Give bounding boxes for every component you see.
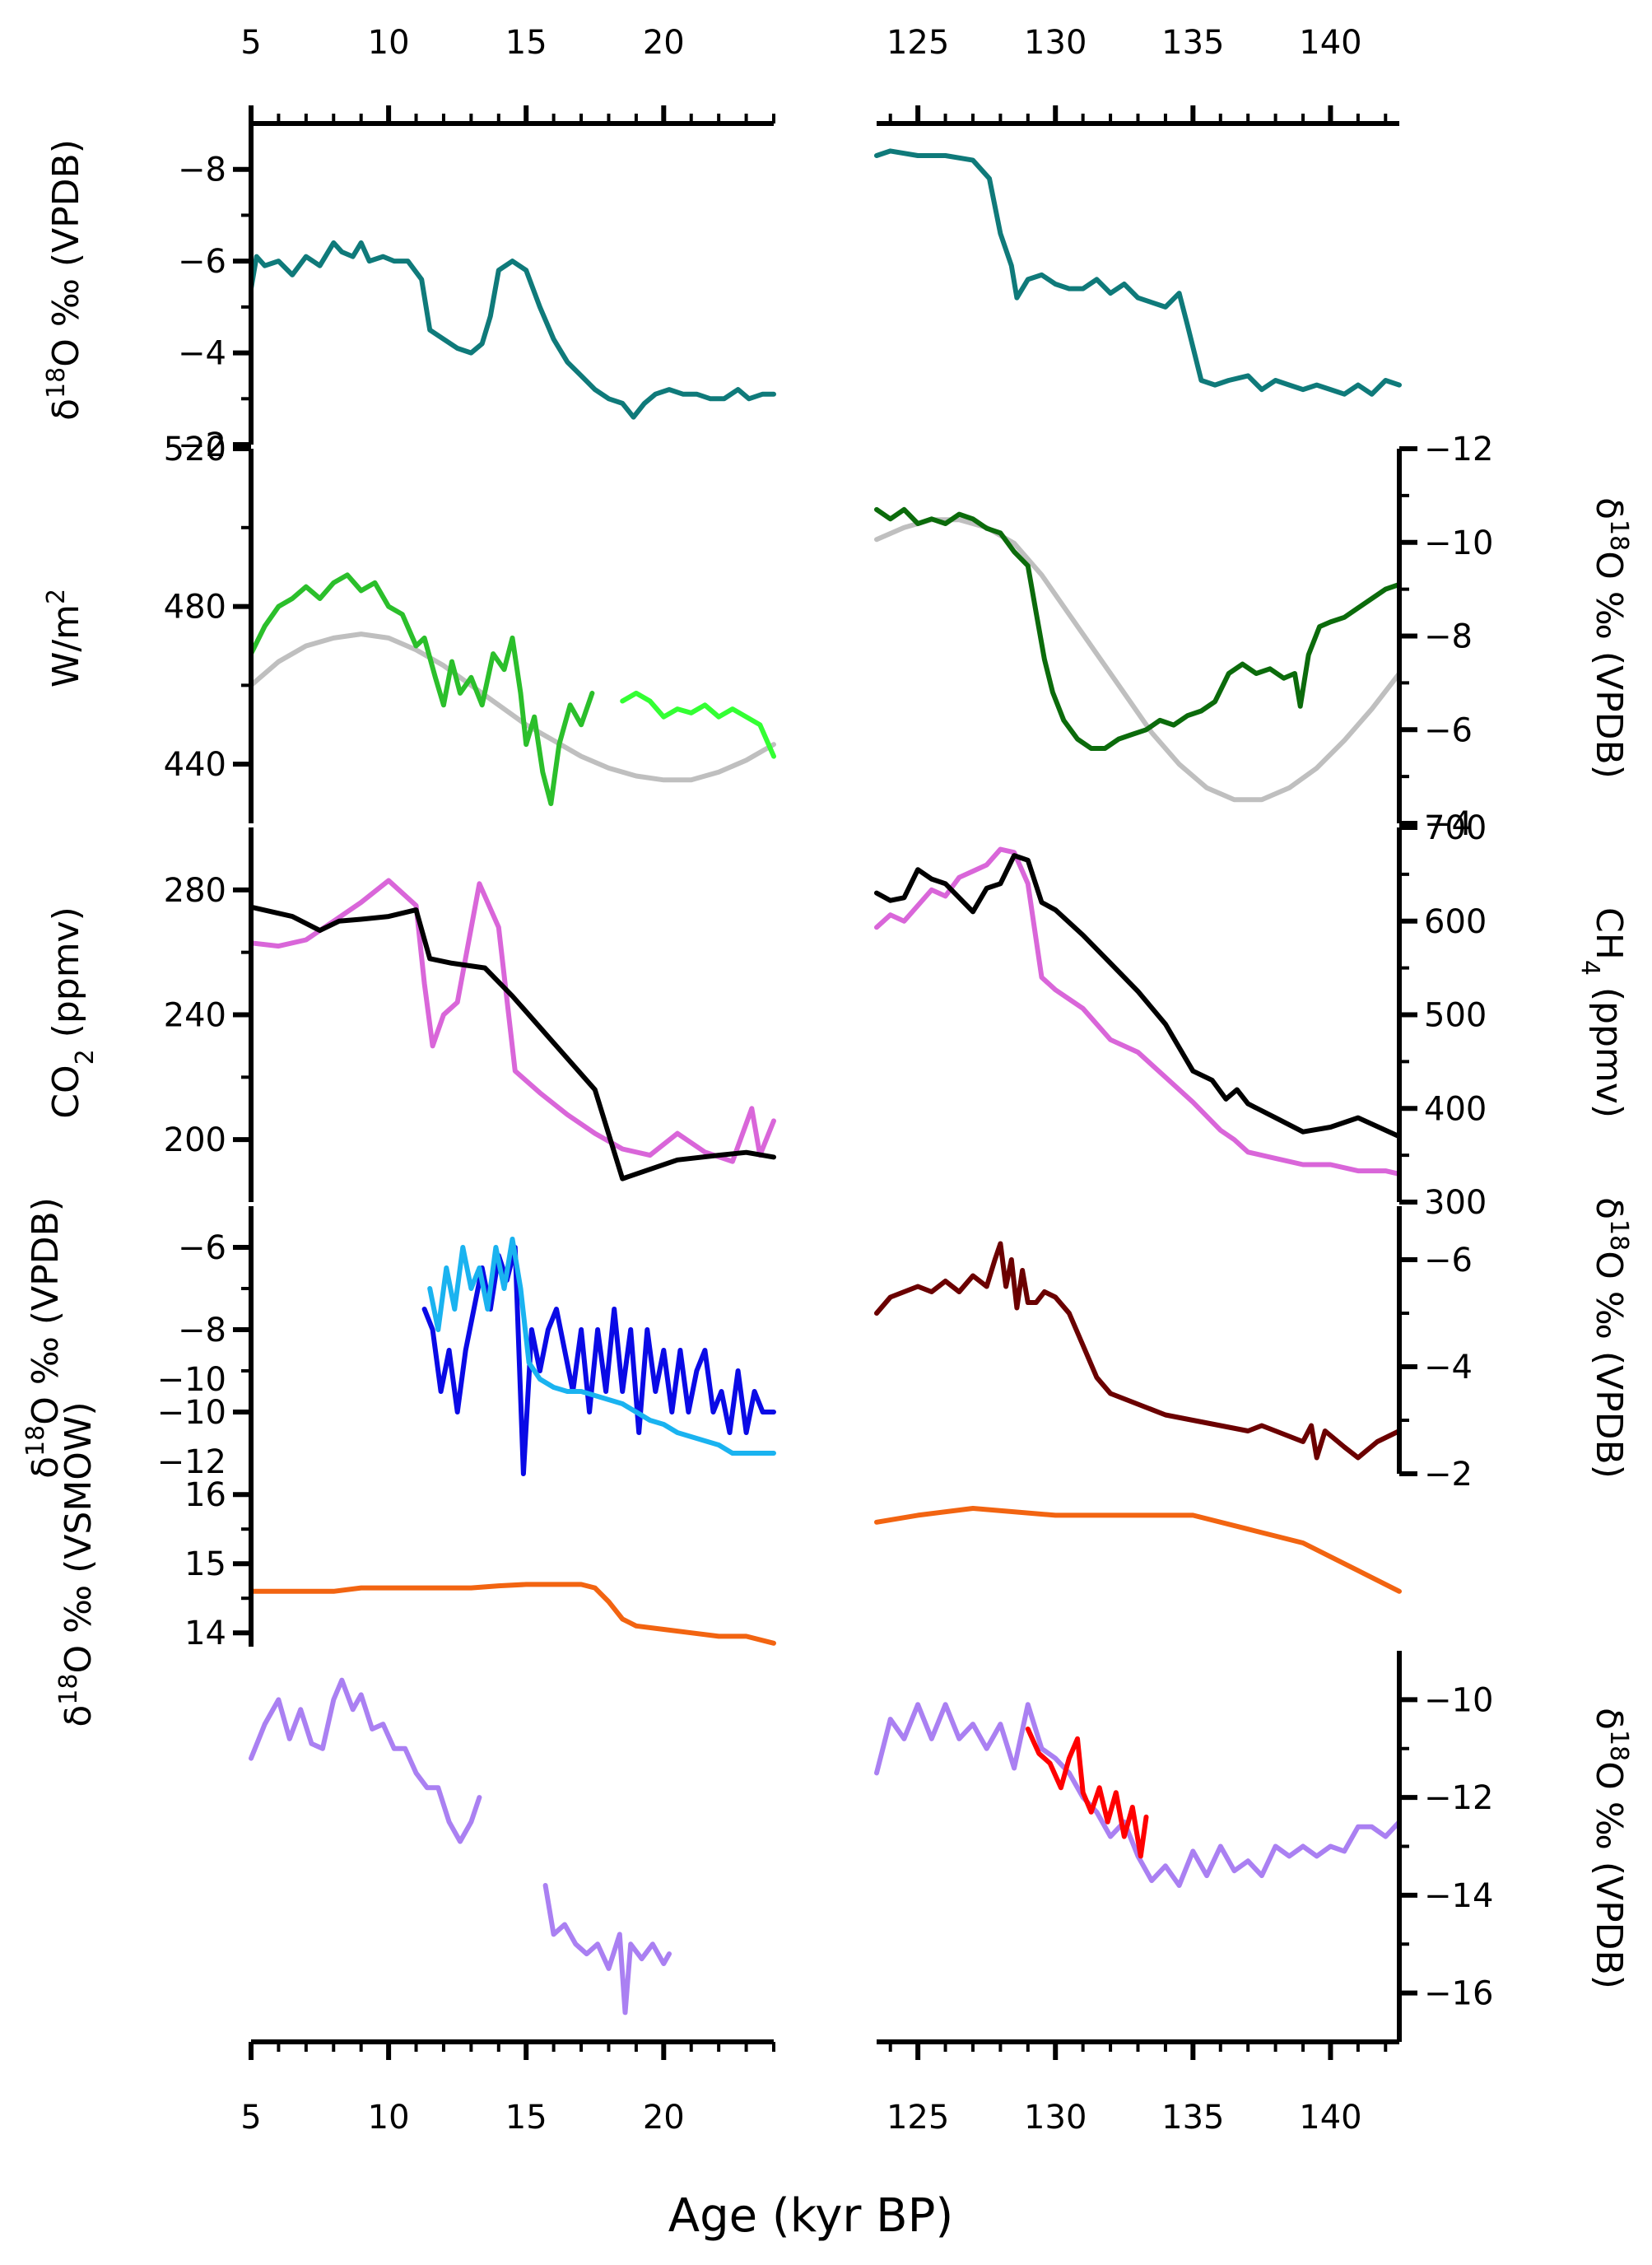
- y-tick-label-p2-right: −6: [1424, 711, 1473, 749]
- x-tick-label-left: 20: [643, 2099, 685, 2137]
- y-tick-label-p6-right: −12: [1424, 1779, 1493, 1817]
- x-tick-label-left: 20: [643, 24, 685, 62]
- y-tick-label-p4-right: −6: [1424, 1242, 1473, 1279]
- series-line-p5-0: [249, 1582, 776, 1646]
- y-tick-label-p1-left: −4: [178, 335, 226, 373]
- series-line-p5-1: [874, 1506, 1402, 1594]
- x-tick-label-left: 15: [505, 2099, 547, 2137]
- y-tick-label-p6-right: −14: [1424, 1877, 1493, 1915]
- y-tick-label-p6-right: −16: [1424, 1975, 1493, 2013]
- y-tick-label-p3-right: 300: [1424, 1184, 1487, 1222]
- y-axis-title-p1-left: δ18O ‰ (VPDB): [42, 139, 88, 421]
- series-line-p6-0: [249, 1677, 482, 1844]
- x-tick-label-right: 135: [1161, 24, 1224, 62]
- y-tick-label-p5-left: 16: [184, 1476, 226, 1514]
- x-axis-title: Age (kyr BP): [668, 2189, 953, 2243]
- plot-layer: [249, 148, 1402, 2016]
- y-tick-label-p2-left: 480: [164, 589, 226, 627]
- y-tick-label-p1-left: −8: [178, 151, 226, 189]
- axes-layer: 5 10 15 20 125 130 135 140 5 10 15 20 125 130 135 140 −8…: [21, 24, 1634, 2137]
- y-tick-label-p3-right: 400: [1424, 1090, 1487, 1128]
- series-line-p2-4: [874, 506, 1402, 751]
- y-tick-label-p4-right: −4: [1424, 1349, 1473, 1386]
- series-line-p6-3: [1025, 1727, 1149, 1859]
- y-tick-label-p3-left: 200: [164, 1121, 226, 1159]
- series-line-p2-0: [249, 631, 776, 783]
- y-tick-label-extra-p4: −10: [157, 1361, 226, 1399]
- y-tick-label-p5-left: 14: [184, 1615, 226, 1652]
- x-tick-label-left: 5: [240, 2099, 261, 2137]
- y-axis-title-p2-left: W/m2: [42, 589, 88, 687]
- y-tick-label-p4-left: −6: [178, 1229, 226, 1267]
- x-tick-label-left: 10: [368, 2099, 410, 2137]
- series-line-p3-0: [249, 878, 776, 1164]
- series-line-p1-1: [874, 148, 1402, 397]
- y-tick-label-p3-right: 600: [1424, 903, 1487, 941]
- series-line-p2-3: [874, 517, 1402, 803]
- y-tick-label-p2-left: 520: [164, 431, 226, 468]
- y-tick-label-p6-right: −10: [1424, 1681, 1493, 1719]
- y-tick-label-p1-left: −2: [178, 426, 226, 464]
- y-axis-title-p5-left: δ18O ‰ (VSMOW): [54, 1401, 100, 1727]
- y-axis-title-p3-left: CO2 (ppmv): [45, 906, 100, 1119]
- y-tick-label-p5-left: 15: [184, 1545, 226, 1583]
- x-tick-label-right: 140: [1299, 24, 1361, 62]
- y-tick-label-p4-left: −8: [178, 1312, 226, 1349]
- y-axis-title-p6-right: δ18O ‰ (VPDB): [1588, 1708, 1634, 1989]
- series-line-p6-2: [874, 1702, 1402, 1888]
- y-tick-label-p2-right: −4: [1424, 805, 1473, 843]
- series-line-p3-1: [874, 846, 1402, 1177]
- series-line-p4-1: [427, 1237, 776, 1456]
- y-axis-title-p4-right: δ18O ‰ (VPDB): [1588, 1197, 1634, 1479]
- y-tick-label-p1-left: −6: [178, 243, 226, 281]
- x-tick-label-right: 135: [1161, 2099, 1224, 2137]
- y-tick-label-p3-left: 280: [164, 872, 226, 910]
- y-tick-label-p3-left: 240: [164, 997, 226, 1035]
- series-line-p6-1: [542, 1883, 672, 2016]
- series-line-p3-3: [874, 853, 1402, 1139]
- x-tick-label-left: 15: [505, 24, 547, 62]
- y-tick-label-p2-left: 440: [164, 746, 226, 784]
- series-line-p3-2: [249, 904, 776, 1181]
- x-tick-label-right: 140: [1299, 2099, 1361, 2137]
- y-axis-title-p2-right: δ18O ‰ (VPDB): [1588, 497, 1634, 779]
- series-line-p2-1: [249, 572, 595, 807]
- y-tick-label-p3-right: 500: [1424, 997, 1487, 1035]
- y-tick-label-p2-right: −12: [1424, 431, 1493, 468]
- y-tick-label-p2-right: −10: [1424, 524, 1493, 562]
- y-tick-label-p4-right: −2: [1424, 1456, 1473, 1494]
- x-tick-label-left: 5: [240, 24, 261, 62]
- x-tick-label-right: 125: [886, 24, 949, 62]
- x-tick-label-right: 130: [1024, 24, 1087, 62]
- y-tick-label-p3-right: 700: [1424, 809, 1487, 847]
- y-tick-label-p4-left: −10: [157, 1394, 226, 1432]
- y-tick-label-p2-right: −8: [1424, 618, 1473, 656]
- x-tick-label-right: 125: [886, 2099, 949, 2137]
- series-line-p2-2: [620, 690, 776, 759]
- y-axis-title-p3-right: CH4 (ppmv): [1576, 907, 1631, 1118]
- series-line-p4-2: [874, 1241, 1402, 1461]
- x-tick-label-left: 10: [368, 24, 410, 62]
- series-line-p4-0: [421, 1245, 776, 1476]
- series-line-p1-0: [249, 240, 776, 420]
- y-tick-label-extra-p4: −12: [157, 1443, 226, 1481]
- x-tick-label-right: 130: [1024, 2099, 1087, 2137]
